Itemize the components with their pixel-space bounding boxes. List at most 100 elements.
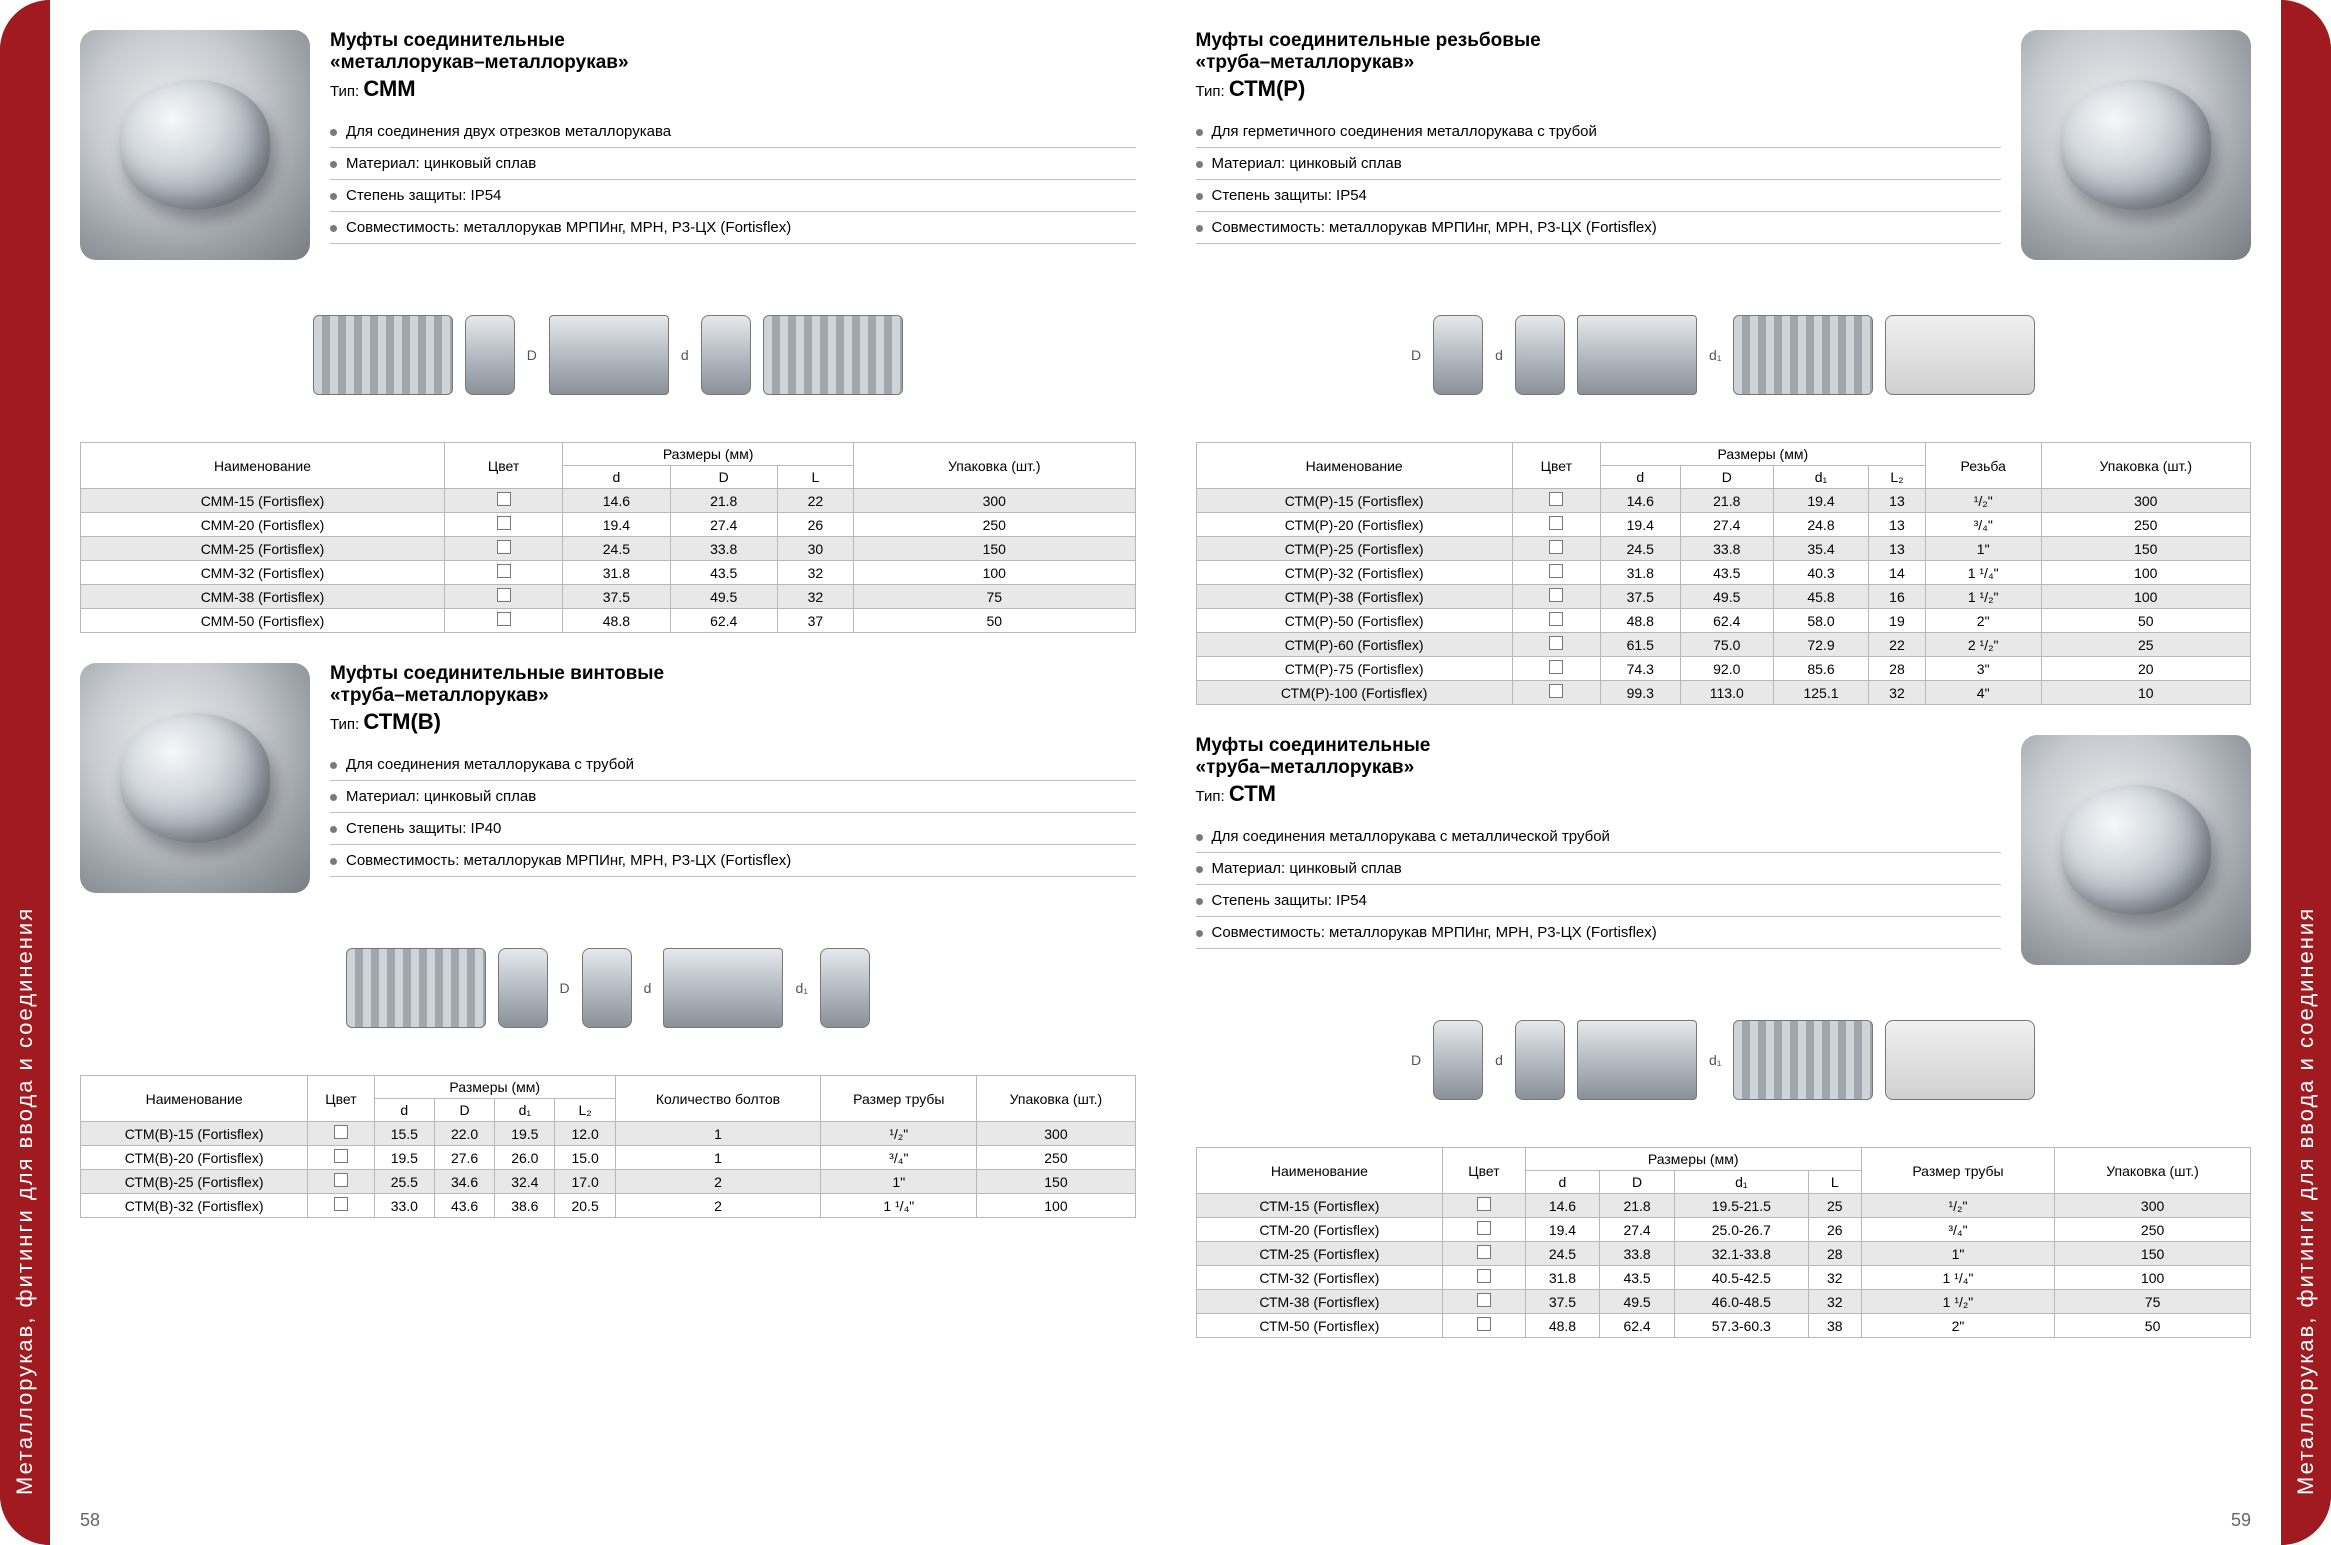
- section-ctmp: Муфты соединительные резьбовые «труба–ме…: [1196, 30, 2252, 705]
- cell-pack: 150: [2041, 537, 2250, 561]
- cell-d1: 72.9: [1773, 633, 1868, 657]
- table-row: СТМ-20 (Fortisflex)19.427.425.0-26.726³/…: [1196, 1218, 2251, 1242]
- dim-d: d: [1495, 1052, 1503, 1068]
- cell-L2: 28: [1869, 657, 1926, 681]
- th-L2: L₂: [1869, 466, 1926, 489]
- cell-pack: 100: [2055, 1266, 2251, 1290]
- cell-d1: 19.4: [1773, 489, 1868, 513]
- th-pipe: Размер трубы: [1861, 1148, 2054, 1194]
- diagram-pipe: [1885, 315, 2035, 395]
- cell-L: 37: [777, 609, 853, 633]
- cell-d1: 24.8: [1773, 513, 1868, 537]
- cell-L: 32: [1808, 1290, 1861, 1314]
- cell-D: 22.0: [434, 1122, 494, 1146]
- ctmb-bullets: Для соединения металлорукава с трубойМат…: [330, 749, 1136, 877]
- cell-d: 31.8: [563, 561, 670, 585]
- bullet-item: Материал: цинковый сплав: [1196, 148, 2002, 180]
- cell-sw: [444, 537, 562, 561]
- cell-p: 1": [821, 1170, 977, 1194]
- cell-pack: 20: [2041, 657, 2250, 681]
- ctm-type: Тип: СТМ: [1196, 781, 2002, 807]
- cmm-diagram: D d: [80, 280, 1136, 430]
- cell-D: 27.4: [1680, 513, 1773, 537]
- color-swatch: [1549, 564, 1563, 578]
- cell-L2: 13: [1869, 513, 1926, 537]
- cell-sw: [308, 1122, 374, 1146]
- page-number-left: 58: [80, 1510, 100, 1531]
- cell-d: 74.3: [1600, 657, 1680, 681]
- red-band-left: Металлорукав, фитинги для ввода и соедин…: [0, 0, 50, 1545]
- th-L2: L₂: [555, 1099, 615, 1122]
- cell-pack: 75: [854, 585, 1135, 609]
- cell-d1: 38.6: [495, 1194, 555, 1218]
- diagram-ring: [498, 948, 548, 1028]
- cell-d: 14.6: [1600, 489, 1680, 513]
- table-row: СТМ(Р)-38 (Fortisflex)37.549.545.8161 ¹/…: [1196, 585, 2251, 609]
- diagram-conduit: [763, 315, 903, 395]
- color-swatch: [1477, 1245, 1491, 1259]
- cell-d: 24.5: [563, 537, 670, 561]
- table-row: СММ-20 (Fortisflex)19.427.426250: [81, 513, 1136, 537]
- dim-D: D: [1411, 1052, 1421, 1068]
- content-area: Муфты соединительные «металлорукав–метал…: [80, 30, 2251, 1495]
- cell-d1: 85.6: [1773, 657, 1868, 681]
- th-dim: Размеры (мм): [1525, 1148, 1861, 1171]
- cell-L: 26: [1808, 1218, 1861, 1242]
- cell-name: СТМ(Р)-32 (Fortisflex): [1196, 561, 1512, 585]
- cell-name: СММ-38 (Fortisflex): [81, 585, 445, 609]
- section-ctmb: Муфты соединительные винтовые «труба–мет…: [80, 663, 1136, 1218]
- ctmb-diagram: D d d₁: [80, 913, 1136, 1063]
- table-row: СТМ(Р)-60 (Fortisflex)61.575.072.9222 ¹/…: [1196, 633, 2251, 657]
- cell-p: 1 ¹/₂": [1861, 1290, 2054, 1314]
- bullet-item: Для соединения металлорукава с металличе…: [1196, 821, 2002, 853]
- cell-th: ¹/₂": [1925, 489, 2041, 513]
- table-row: СТМ-25 (Fortisflex)24.533.832.1-33.8281"…: [1196, 1242, 2251, 1266]
- table-row: СТМ-38 (Fortisflex)37.549.546.0-48.5321 …: [1196, 1290, 2251, 1314]
- th-name: Наименование: [1196, 1148, 1443, 1194]
- cell-name: СТМ(В)-20 (Fortisflex): [81, 1146, 308, 1170]
- diagram-conduit: [313, 315, 453, 395]
- color-swatch: [1549, 492, 1563, 506]
- th-D: D: [670, 466, 777, 489]
- cell-sw: [444, 609, 562, 633]
- ctm-title2: «труба–металлорукав»: [1196, 757, 2002, 779]
- type-code: СТМ(В): [363, 709, 441, 734]
- dim-D: D: [527, 347, 537, 363]
- cell-name: СТМ-25 (Fortisflex): [1196, 1242, 1443, 1266]
- th-d1: d₁: [1674, 1171, 1808, 1194]
- th-name: Наименование: [1196, 443, 1512, 489]
- ctmb-tbody: СТМ(В)-15 (Fortisflex)15.522.019.512.01¹…: [81, 1122, 1136, 1218]
- right-column: Муфты соединительные резьбовые «труба–ме…: [1196, 30, 2252, 1495]
- color-swatch: [497, 588, 511, 602]
- table-row: СТМ-15 (Fortisflex)14.621.819.5-21.525¹/…: [1196, 1194, 2251, 1218]
- th-D: D: [434, 1099, 494, 1122]
- type-code: СММ: [363, 76, 415, 101]
- cell-sw: [1512, 561, 1600, 585]
- type-code: СТМ: [1229, 781, 1276, 806]
- section-cmm: Муфты соединительные «металлорукав–метал…: [80, 30, 1136, 633]
- color-swatch: [497, 492, 511, 506]
- ctmb-title2: «труба–металлорукав»: [330, 685, 1136, 707]
- cell-b: 2: [615, 1170, 820, 1194]
- cell-d: 24.5: [1525, 1242, 1600, 1266]
- cell-L2: 13: [1869, 489, 1926, 513]
- dim-D: D: [1411, 347, 1421, 363]
- th-d1: d₁: [495, 1099, 555, 1122]
- cell-sw: [1443, 1314, 1525, 1338]
- bullet-item: Совместимость: металлорукав МРПИнг, МРН,…: [330, 212, 1136, 244]
- cell-th: ³/₄": [1925, 513, 2041, 537]
- cell-pack: 100: [2041, 585, 2250, 609]
- cell-L: 32: [777, 585, 853, 609]
- th-dim: Размеры (мм): [374, 1076, 615, 1099]
- cell-pack: 150: [977, 1170, 1135, 1194]
- diagram-body: [1577, 1020, 1697, 1100]
- cell-d1: 32.4: [495, 1170, 555, 1194]
- cell-L: 30: [777, 537, 853, 561]
- cell-L: 22: [777, 489, 853, 513]
- bullet-item: Для соединения металлорукава с трубой: [330, 749, 1136, 781]
- cell-pack: 50: [854, 609, 1135, 633]
- table-row: СТМ(В)-15 (Fortisflex)15.522.019.512.01¹…: [81, 1122, 1136, 1146]
- cell-L2: 15.0: [555, 1146, 615, 1170]
- page-number-right: 59: [2231, 1510, 2251, 1531]
- color-swatch: [497, 540, 511, 554]
